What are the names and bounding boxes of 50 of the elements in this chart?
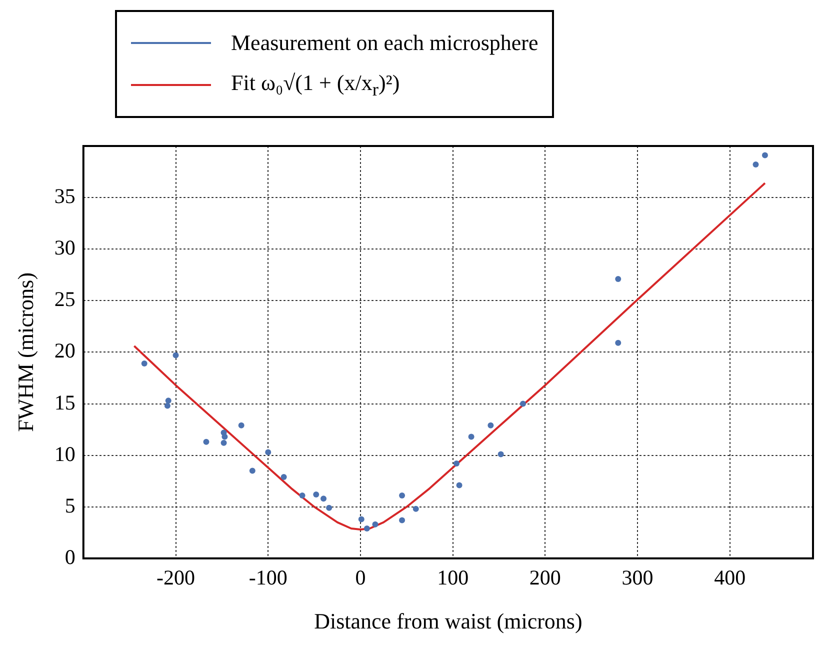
point bbox=[280, 474, 287, 480]
point bbox=[249, 468, 256, 474]
x-tick-label: 400 bbox=[714, 566, 746, 590]
y-axis-title: FWHM (microns) bbox=[12, 272, 38, 432]
point bbox=[172, 352, 179, 358]
x-tick-label: 300 bbox=[622, 566, 654, 590]
point bbox=[762, 152, 768, 158]
point bbox=[498, 451, 504, 458]
legend-label: Measurement on each microsphere bbox=[231, 30, 538, 56]
point bbox=[364, 526, 370, 532]
y-tick-label: 10 bbox=[54, 442, 76, 466]
point bbox=[165, 398, 172, 404]
point bbox=[326, 504, 332, 511]
y-tick-label: 25 bbox=[54, 287, 76, 312]
point bbox=[412, 506, 419, 512]
point bbox=[468, 434, 474, 440]
point bbox=[372, 521, 378, 528]
x-tick-label: 200 bbox=[529, 566, 561, 590]
point bbox=[752, 162, 759, 168]
x-tick-label: -200 bbox=[156, 566, 196, 590]
point bbox=[615, 276, 622, 282]
point bbox=[358, 516, 364, 522]
point bbox=[203, 438, 210, 445]
x-tick-label: -100 bbox=[248, 566, 288, 590]
point bbox=[615, 340, 622, 346]
y-tick-label: 15 bbox=[54, 390, 76, 414]
point bbox=[399, 517, 406, 524]
x-tick-label: 100 bbox=[437, 566, 469, 590]
point bbox=[164, 402, 170, 409]
point bbox=[399, 492, 406, 499]
point bbox=[222, 434, 228, 440]
legend-label: Fit ω₀√(1 + (x/x$_{r}$)²) bbox=[231, 70, 400, 100]
y-tick-label: 0 bbox=[64, 544, 76, 569]
point bbox=[456, 482, 462, 488]
point bbox=[520, 400, 526, 407]
point bbox=[299, 492, 306, 499]
point bbox=[141, 360, 148, 367]
point bbox=[320, 496, 327, 502]
point bbox=[220, 440, 227, 446]
point bbox=[454, 460, 460, 467]
point bbox=[488, 422, 494, 428]
point bbox=[313, 491, 320, 498]
y-tick-label: 5 bbox=[64, 493, 76, 518]
y-tick-label: 30 bbox=[54, 236, 76, 260]
x-axis-title: Distance from waist (microns) bbox=[314, 608, 582, 634]
x-tick-label: 0 bbox=[355, 566, 366, 590]
y-tick-label: 20 bbox=[54, 338, 76, 363]
point bbox=[238, 422, 244, 428]
point bbox=[265, 449, 272, 456]
y-tick-label: 35 bbox=[54, 184, 76, 208]
